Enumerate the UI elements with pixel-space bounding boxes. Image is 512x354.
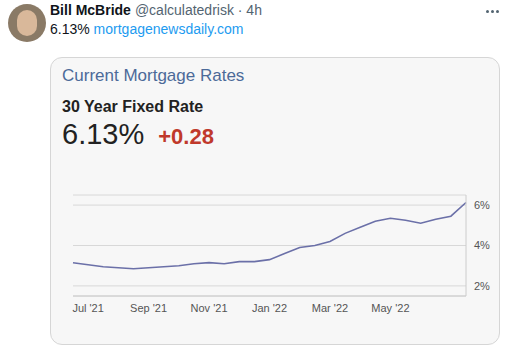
html-text:6.13%: 6.13% <box>62 118 145 150</box>
svg-text:4%: 4% <box>474 239 490 251</box>
svg-text:Mar '22: Mar '22 <box>312 302 348 314</box>
html-text:+0.28: +0.28 <box>158 124 214 149</box>
svg-text:2%: 2% <box>474 280 490 292</box>
html-text:6.13% mortgagenewsdaily.com: 6.13% mortgagenewsdaily.com <box>50 21 244 37</box>
svg-text:6%: 6% <box>474 199 490 211</box>
svg-text:Jan '22: Jan '22 <box>252 302 287 314</box>
svg-text:May '22: May '22 <box>371 302 409 314</box>
html-text:30 Year Fixed Rate: 30 Year Fixed Rate <box>62 98 204 115</box>
html-text:Bill McBride @calculatedrisk ·: Bill McBride @calculatedrisk · 4h <box>50 2 262 18</box>
svg-text:Nov '21: Nov '21 <box>191 302 228 314</box>
html-text:Current Mortgage Rates: Current Mortgage Rates <box>62 66 245 85</box>
svg-text:Jul '21: Jul '21 <box>72 302 103 314</box>
svg-text:Sep '21: Sep '21 <box>130 302 167 314</box>
